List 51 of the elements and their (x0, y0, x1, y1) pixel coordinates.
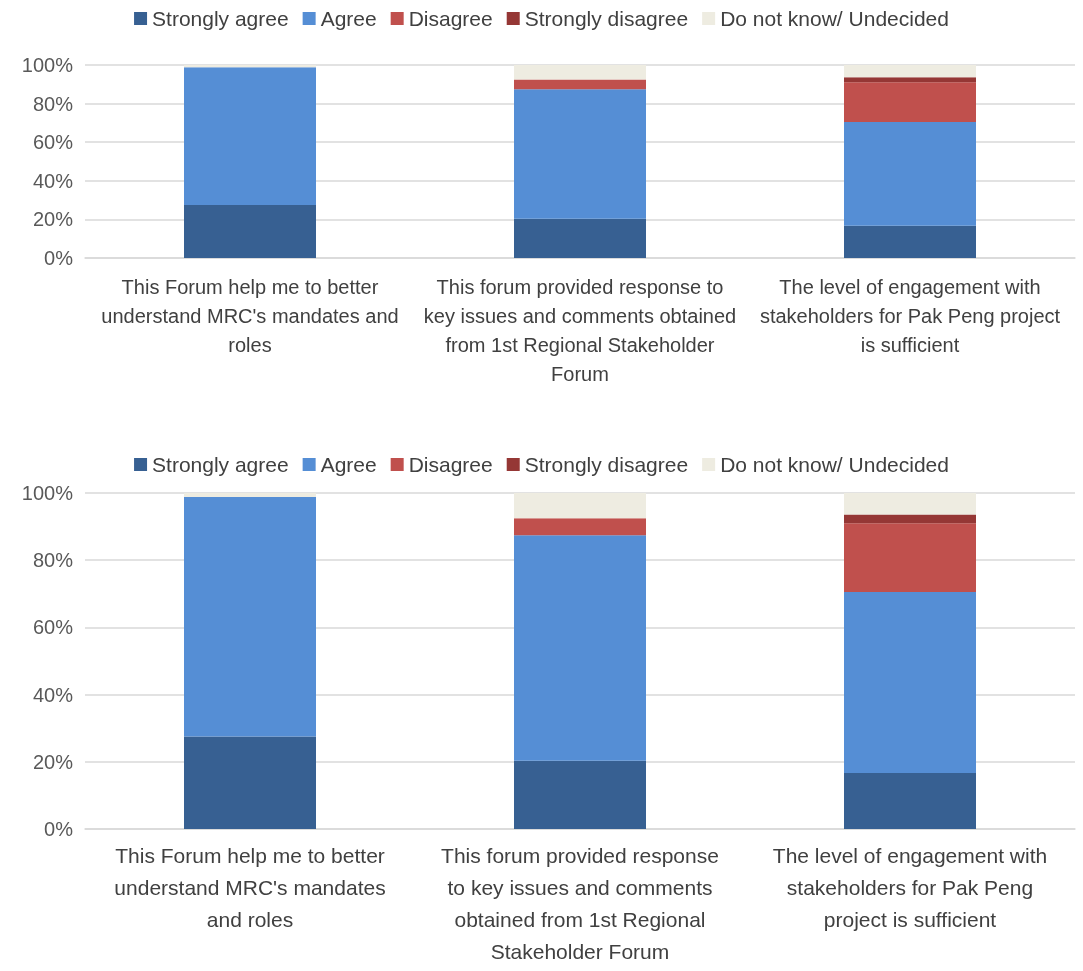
bar (184, 493, 316, 498)
bar (844, 493, 976, 515)
legend-label: Strongly disagree (524, 453, 689, 476)
y-tick-label: 100% (21, 482, 74, 504)
bar (514, 760, 646, 829)
y-tick-label: 0% (44, 247, 74, 269)
y-tick-label: 80% (32, 92, 74, 115)
legend-label: Strongly disagree (524, 7, 689, 30)
bar (844, 82, 976, 122)
y-tick-label: 20% (32, 750, 74, 773)
y-tick-label: 40% (32, 683, 74, 706)
bar (184, 497, 316, 737)
x-tick-label: The level of engagement with stakeholders for Pak Peng project is sufficient (772, 843, 1048, 931)
bar (844, 121, 976, 226)
y-tick-label: 20% (32, 208, 74, 231)
bar (514, 79, 646, 90)
bar (844, 592, 976, 773)
x-tick-label: This Forum help me to better understand MRC's mandates and roles (114, 843, 386, 931)
y-tick-label: 80% (32, 549, 74, 572)
bar (844, 65, 976, 78)
bar (184, 736, 316, 829)
legend-label: Do not know/ Undecided (720, 7, 949, 30)
y-tick-label: 60% (32, 131, 74, 154)
x-tick-label: This Forum help me to better understand MRC's mandates and roles (101, 275, 399, 356)
bar (844, 772, 976, 829)
bar (844, 514, 976, 524)
bar (514, 218, 646, 258)
bar (844, 225, 976, 258)
x-tick-label: The level of engagement with stakeholders for Pak Peng project is sufficient (759, 275, 1061, 356)
legend-label: Do not know/ Undecided (720, 453, 949, 476)
bar (514, 65, 646, 80)
legend-label: Strongly agree (152, 7, 289, 30)
y-tick-label: 100% (21, 54, 74, 76)
bar (514, 89, 646, 219)
legend-label: Agree (320, 7, 377, 30)
x-tick-label: This forum provided response to key issues and comments obtained from 1st Regional Stakeholder Forum (423, 275, 737, 385)
bar (844, 523, 976, 593)
bar (514, 518, 646, 536)
legend-label: Agree (320, 453, 377, 476)
bar (184, 67, 316, 205)
bar (844, 77, 976, 83)
legend-label: Strongly agree (152, 453, 289, 476)
legend-label: Disagree (408, 7, 493, 30)
y-tick-label: 60% (32, 616, 74, 639)
bar (184, 204, 316, 258)
legend-label: Disagree (408, 453, 493, 476)
x-tick-label: This forum provided response to key issues and comments obtained from 1st Regional Stakeholder Forum (441, 843, 719, 963)
bar (514, 493, 646, 519)
bar (514, 535, 646, 761)
y-tick-label: 40% (32, 169, 74, 192)
y-tick-label: 0% (44, 818, 74, 840)
